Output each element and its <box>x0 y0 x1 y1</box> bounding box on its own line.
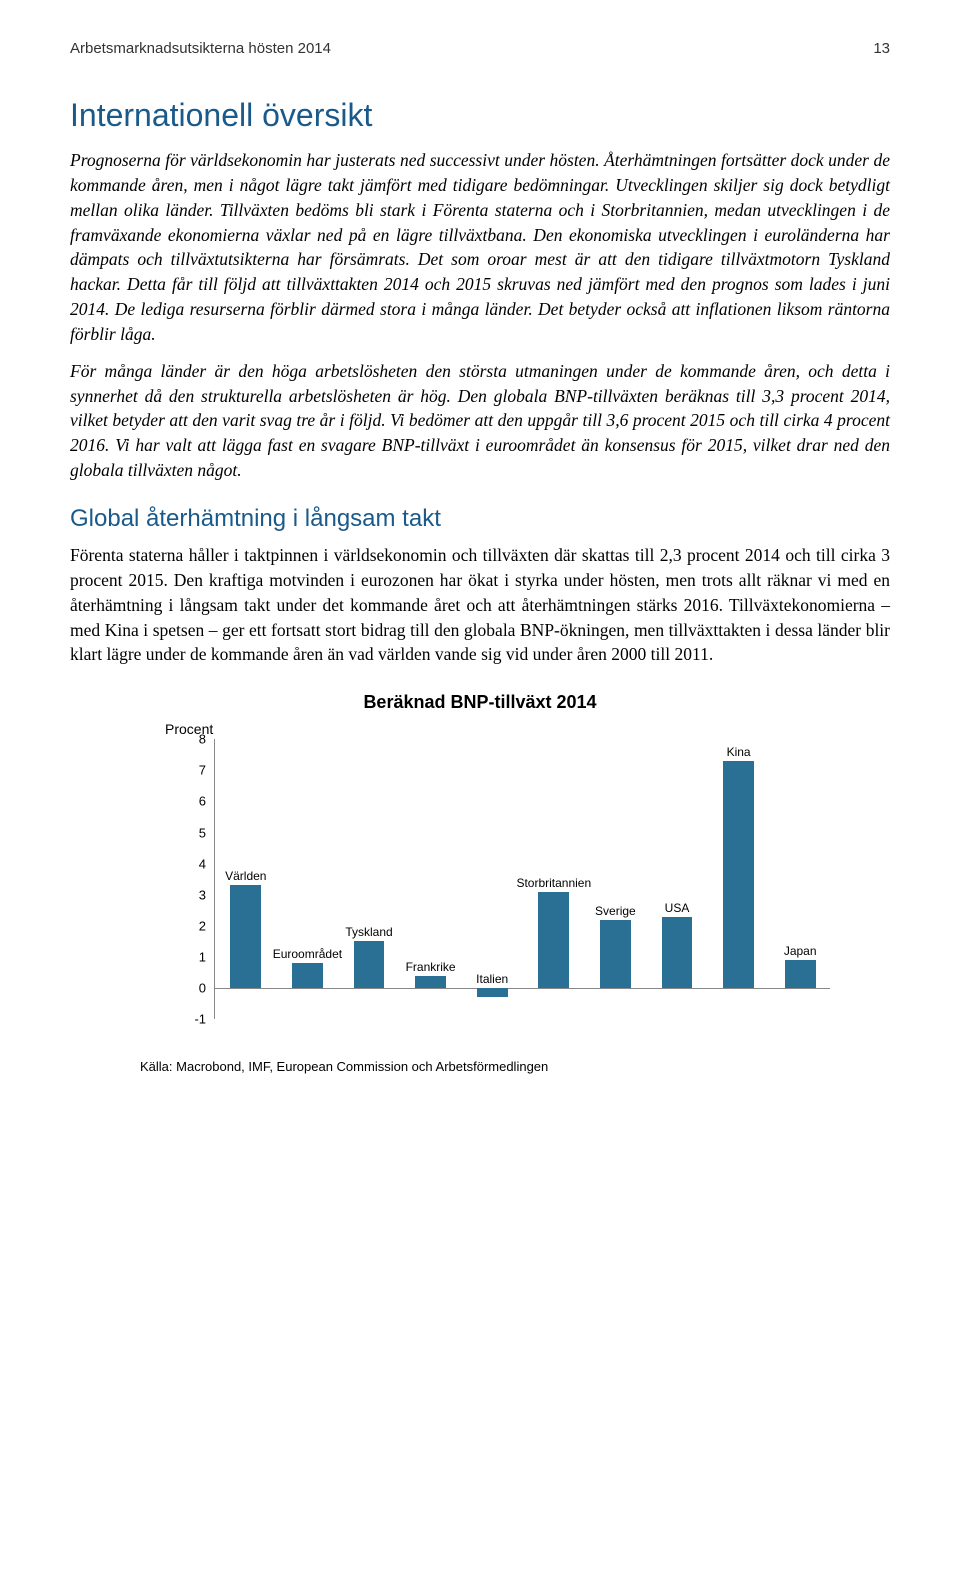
bar-label: Tyskland <box>345 925 392 939</box>
y-tick: 0 <box>199 981 206 996</box>
zero-line <box>215 988 830 989</box>
y-tick: 7 <box>199 763 206 778</box>
doc-title: Arbetsmarknadsutsikterna hösten 2014 <box>70 40 331 57</box>
bar-label: Kina <box>727 745 751 759</box>
chart-area: -1012345678 VärldenEuroområdetTysklandFr… <box>120 739 840 1019</box>
bar <box>785 960 816 988</box>
body-paragraph: Förenta staterna håller i taktpinnen i v… <box>70 543 890 667</box>
page-number: 13 <box>873 40 890 57</box>
y-tick: 1 <box>199 949 206 964</box>
section-heading: Internationell översikt <box>70 97 890 134</box>
bar <box>415 976 446 988</box>
bar-label: Världen <box>225 869 266 883</box>
y-tick: 3 <box>199 887 206 902</box>
bar <box>292 963 323 988</box>
bar-label: Storbritannien <box>516 876 591 890</box>
bar <box>477 988 508 997</box>
y-tick: -1 <box>194 1012 206 1027</box>
chart-source: Källa: Macrobond, IMF, European Commissi… <box>140 1059 548 1074</box>
bar <box>354 941 385 988</box>
y-tick: 2 <box>199 918 206 933</box>
y-tick: 6 <box>199 794 206 809</box>
bar <box>723 761 754 988</box>
bar-label: Japan <box>784 944 817 958</box>
chart-title: Beräknad BNP-tillväxt 2014 <box>363 692 596 713</box>
bar <box>600 920 631 988</box>
bar-label: USA <box>665 901 690 915</box>
y-axis: -1012345678 <box>120 739 214 1019</box>
y-tick: 5 <box>199 825 206 840</box>
page-header: Arbetsmarknadsutsikterna hösten 2014 13 <box>70 40 890 57</box>
bnp-chart: Beräknad BNP-tillväxt 2014 Procent -1 0 1 2… <box>70 692 890 1074</box>
y-tick: 4 <box>199 856 206 871</box>
bar <box>538 892 569 988</box>
chart-ylabel: Procent <box>165 721 213 737</box>
intro-paragraph-1: Prognoserna för världsekonomin har juste… <box>70 148 890 347</box>
subsection-heading: Global återhämtning i långsam takt <box>70 505 890 533</box>
bar-label: Euroområdet <box>273 947 342 961</box>
bar-label: Frankrike <box>406 960 456 974</box>
bar-label: Sverige <box>595 904 636 918</box>
plot-area: Världen EuroområdetTyskland Frankrike Itali… <box>214 739 830 1019</box>
y-tick: 8 <box>199 732 206 747</box>
intro-paragraph-2: För många länder är den höga arbetslöshe… <box>70 359 890 483</box>
bar <box>662 917 693 989</box>
bar-label: Italien <box>476 972 508 986</box>
bar <box>230 885 261 988</box>
